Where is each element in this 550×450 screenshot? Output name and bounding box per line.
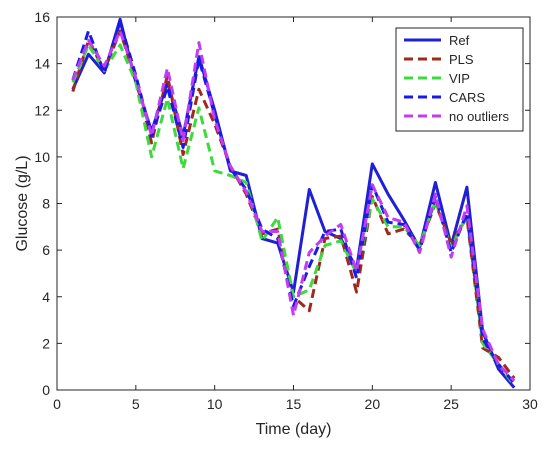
legend-label: VIP [449,71,470,86]
y-tick-label: 16 [34,9,50,25]
y-axis-title: Glucose (g/L) [14,155,31,251]
legend-label: PLS [449,52,474,67]
series-line-no-outliers [71,29,516,382]
x-tick-label: 15 [286,396,302,412]
y-tick-label: 0 [42,382,50,398]
legend: Ref PLS VIP CARS no outliers [395,27,524,132]
y-tick-label: 8 [42,196,50,212]
y-tick-label: 14 [34,56,50,72]
x-tick-label: 30 [522,396,538,412]
y-tick-label: 2 [42,335,50,351]
y-tick-label: 4 [42,289,50,305]
x-tick-label: 25 [443,396,459,412]
y-tick-label: 6 [42,242,50,258]
legend-label: CARS [449,90,485,105]
legend-label: no outliers [449,109,509,124]
y-tick-label: 12 [34,102,50,118]
x-tick-label: 5 [132,396,140,412]
x-tick-label: 0 [53,396,61,412]
series-line-cars [71,20,516,384]
legend-label: Ref [449,33,470,48]
x-tick-label: 20 [365,396,381,412]
x-tick-label: 10 [207,396,223,412]
y-tick-label: 10 [34,149,50,165]
series-layer [71,17,516,389]
axis-ticks: 0 5 10 15 20 25 30 0 2 4 6 8 10 12 14 16 [34,9,538,412]
legend-box [395,27,524,132]
x-axis-title: Time (day) [256,421,332,438]
